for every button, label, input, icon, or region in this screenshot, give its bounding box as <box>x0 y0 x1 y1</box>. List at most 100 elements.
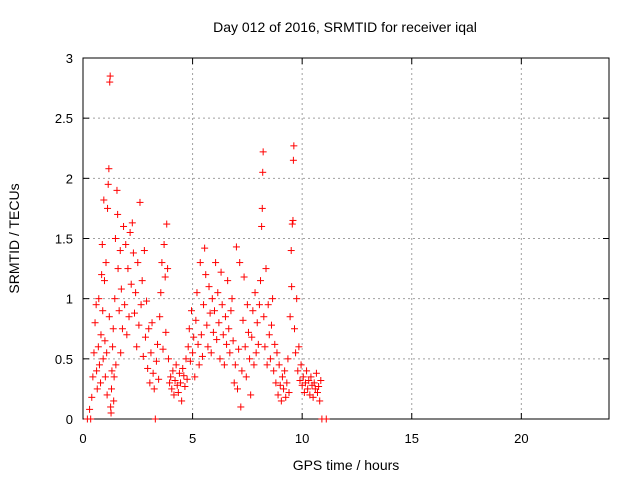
data-point <box>136 198 144 206</box>
data-point <box>103 349 111 357</box>
data-point <box>249 307 257 315</box>
data-point <box>198 352 206 360</box>
data-point <box>289 216 297 224</box>
data-point <box>235 345 243 353</box>
data-point <box>122 241 130 249</box>
data-point <box>168 385 176 393</box>
data-point <box>113 186 121 194</box>
data-point <box>86 405 94 413</box>
data-point <box>316 397 324 405</box>
data-point <box>225 325 233 333</box>
data-point <box>118 325 126 333</box>
data-point <box>187 307 195 315</box>
data-point <box>178 397 186 405</box>
data-point <box>120 222 128 230</box>
data-point <box>196 259 204 267</box>
data-point <box>107 385 115 393</box>
data-point <box>92 301 100 309</box>
data-point <box>300 389 308 397</box>
data-point <box>146 379 154 387</box>
data-point <box>151 415 159 423</box>
data-point <box>123 331 131 339</box>
y-axis-label: SRMTID / TECUs <box>6 183 22 293</box>
data-point <box>314 389 322 397</box>
data-point <box>216 355 224 363</box>
data-point <box>101 373 109 381</box>
data-point <box>297 361 305 369</box>
data-point <box>214 289 222 297</box>
data-point <box>157 289 165 297</box>
data-point <box>141 333 149 341</box>
data-point <box>124 265 132 273</box>
data-point <box>160 241 168 249</box>
data-point <box>201 244 209 252</box>
data-point <box>273 349 281 357</box>
data-point <box>307 373 315 381</box>
data-point <box>263 361 271 369</box>
data-point <box>246 355 254 363</box>
data-point <box>271 340 279 348</box>
x-tick-label: 0 <box>79 431 86 446</box>
data-point <box>224 277 232 285</box>
data-point <box>236 259 244 267</box>
data-point <box>158 259 166 267</box>
data-point <box>97 331 105 339</box>
data-point <box>288 220 296 228</box>
data-point <box>90 349 98 357</box>
data-point <box>102 259 110 267</box>
data-point <box>203 321 211 329</box>
data-point <box>286 313 294 321</box>
data-point <box>154 340 162 348</box>
data-point <box>145 325 153 333</box>
data-point <box>315 383 323 391</box>
data-point <box>179 364 187 372</box>
data-point <box>220 361 228 369</box>
data-point <box>131 309 139 317</box>
data-point <box>104 204 112 212</box>
data-point <box>275 361 283 369</box>
data-point <box>144 364 152 372</box>
data-point <box>276 381 284 389</box>
data-point <box>107 403 115 411</box>
data-point <box>103 391 111 399</box>
data-point <box>295 343 303 351</box>
data-point <box>174 389 182 397</box>
data-point <box>290 142 298 150</box>
x-tick-label: 10 <box>295 431 309 446</box>
data-point <box>282 393 290 401</box>
data-point <box>88 393 96 401</box>
grid-lines <box>83 58 609 419</box>
data-point <box>140 247 148 255</box>
data-point <box>247 391 255 399</box>
x-axis-label: GPS time / hours <box>293 457 400 473</box>
data-point <box>209 328 217 336</box>
data-point <box>290 325 298 333</box>
data-point <box>148 319 156 327</box>
data-point <box>259 148 267 156</box>
data-point <box>238 367 246 375</box>
data-point <box>111 295 119 303</box>
data-point <box>208 295 216 303</box>
data-point <box>212 259 220 267</box>
data-point <box>242 373 250 381</box>
data-point <box>100 277 108 285</box>
data-point <box>110 373 118 381</box>
data-point <box>98 241 106 249</box>
data-point <box>111 235 119 242</box>
data-point <box>240 273 248 281</box>
data-point <box>155 375 163 383</box>
data-point <box>163 220 171 228</box>
data-point <box>149 369 157 377</box>
y-tick-label: 1.5 <box>55 232 73 247</box>
data-point <box>93 367 101 375</box>
data-point <box>175 369 183 377</box>
y-tick-label: 0 <box>66 412 73 427</box>
data-point <box>115 307 123 315</box>
data-point <box>156 313 164 321</box>
data-point <box>190 333 198 341</box>
data-point <box>255 301 263 309</box>
data-point <box>171 376 179 384</box>
data-point <box>167 373 175 381</box>
data-point <box>264 301 272 309</box>
